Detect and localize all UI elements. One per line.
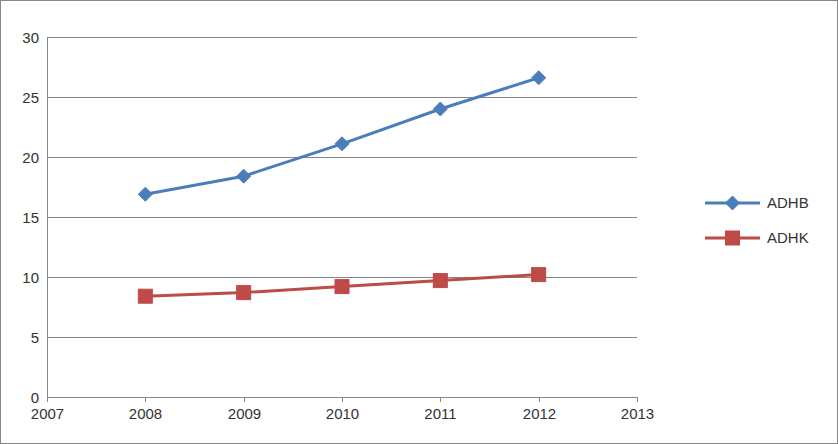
- x-tick-label: 2013: [621, 405, 654, 422]
- x-tick: [539, 397, 540, 402]
- y-tick-label: 10: [22, 269, 39, 286]
- legend-marker: [726, 196, 740, 210]
- x-tick: [145, 397, 146, 402]
- grid-line: [47, 97, 637, 98]
- series-marker: [138, 187, 152, 201]
- series-marker: [138, 289, 152, 303]
- series-marker: [532, 268, 546, 282]
- x-tick: [637, 397, 638, 402]
- grid-line: [47, 157, 637, 158]
- legend-marker: [726, 231, 740, 245]
- x-tick-label: 2007: [31, 405, 64, 422]
- y-tick-label: 30: [22, 29, 39, 46]
- series-marker: [335, 280, 349, 294]
- y-tick-label: 15: [22, 209, 39, 226]
- y-tick-label: 20: [22, 149, 39, 166]
- series-marker: [433, 102, 447, 116]
- plot-area: [138, 71, 545, 303]
- grid-line: [47, 337, 637, 338]
- frame: [1, 1, 838, 444]
- x-tick: [342, 397, 343, 402]
- x-tick-label: 2010: [326, 405, 359, 422]
- y-tick-label: 25: [22, 89, 39, 106]
- x-tick-label: 2011: [424, 405, 456, 422]
- series-line: [145, 78, 538, 194]
- grid-line: [47, 217, 637, 218]
- y-tick-label: 5: [31, 329, 39, 346]
- series-marker: [532, 71, 546, 85]
- series-marker: [335, 137, 349, 151]
- x-tick-label: 2008: [129, 405, 162, 422]
- x-tick: [440, 397, 441, 402]
- x-tick: [244, 397, 245, 402]
- y-axis: [47, 37, 48, 397]
- grid-line: [47, 37, 637, 38]
- grid-line: [47, 277, 637, 278]
- legend-label: ADHK: [767, 229, 809, 246]
- series-line: [145, 275, 538, 297]
- x-tick: [47, 397, 48, 402]
- legend-label: ADHB: [767, 194, 809, 211]
- y-tick-label: 0: [31, 389, 39, 406]
- chart: 0 5 10 15 20 25 30 2007 2008 2009 2010 2011 2012 2013…: [0, 0, 838, 444]
- series-marker: [237, 286, 251, 300]
- x-tick-label: 2012: [523, 405, 556, 422]
- x-tick-label: 2009: [228, 405, 261, 422]
- series-marker: [237, 169, 251, 183]
- series-marker: [433, 274, 447, 288]
